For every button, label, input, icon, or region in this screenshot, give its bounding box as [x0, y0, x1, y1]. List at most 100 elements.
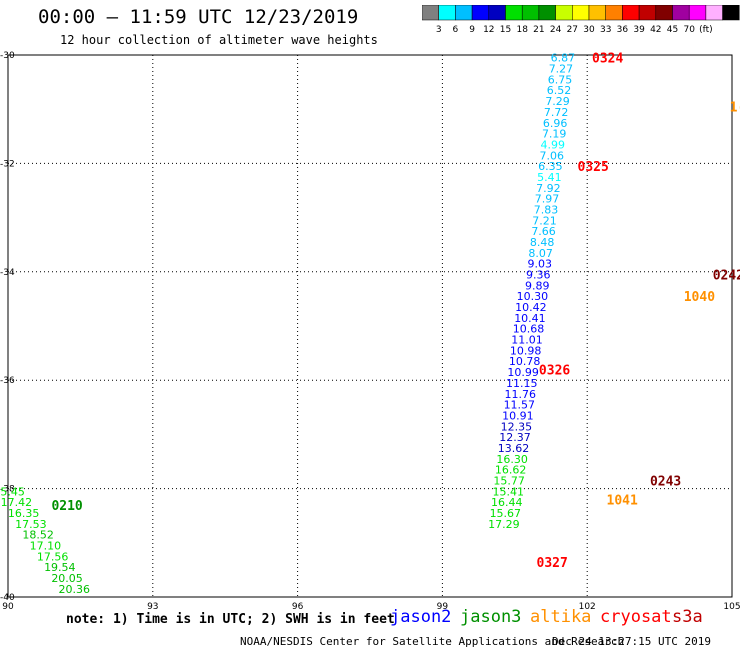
y-tick-label: -36	[0, 376, 15, 386]
wave-height-label: 13.62	[498, 442, 530, 455]
pass-id-label: 1041	[607, 493, 638, 508]
colorbar-label: 33	[600, 25, 611, 35]
pass-id-label: 0210	[51, 499, 82, 514]
pass-id-label: 0326	[539, 363, 570, 378]
wave-height-label: 5.41	[537, 171, 562, 184]
x-tick-label: 96	[292, 602, 304, 610]
wave-height-label: 17.29	[488, 518, 520, 531]
wave-height-label: 11.76	[505, 388, 537, 401]
wave-height-label: 16.44	[491, 496, 523, 509]
wave-height-label: 8.07	[528, 247, 553, 260]
wave-height-label: 7.06	[540, 149, 565, 162]
colorbar-label: 9	[469, 25, 475, 35]
legend-s3a: s3a	[672, 607, 703, 627]
color-scale-legend: 3 6 9 12 15 18 21 24 27 30 33 36 39 42 45 70 (ft)	[422, 5, 740, 35]
credit-line: NOAA/NESDIS Center for Satellite Applica…	[240, 635, 625, 648]
x-tick-label: 102	[579, 602, 596, 610]
colorbar-label: 24	[550, 25, 562, 35]
wave-height-label: 6.35	[538, 160, 563, 173]
colorbar-label: 3	[436, 25, 442, 35]
wave-height-label: 11.57	[504, 399, 536, 412]
x-tick-label: 93	[147, 602, 158, 610]
footnote: note: 1) Time is in UTC; 2) SWH is in fe…	[66, 612, 395, 627]
wave-height-label: 8.48	[530, 236, 555, 249]
colorbar-label: 70	[683, 25, 695, 35]
wave-height-label: 10.78	[509, 355, 541, 368]
wave-height-label: 7.72	[544, 106, 569, 119]
wave-height-label: 15.67	[490, 507, 522, 520]
wave-height-label: 7.29	[545, 95, 570, 108]
plot-frame	[7, 54, 733, 598]
wave-height-label: 6.52	[547, 84, 572, 97]
wave-height-label: 7.66	[531, 225, 556, 238]
wave-height-label: 10.99	[507, 366, 539, 379]
generated-timestamp: Dec 24 13:27:15 UTC 2019	[552, 635, 711, 648]
pass-id-label: 1(	[730, 100, 740, 115]
pass-id-label: 0327	[537, 556, 568, 571]
wave-height-label: 11.01	[511, 334, 543, 347]
colorbar-label: 18	[516, 25, 528, 35]
wave-height-label: 10.42	[515, 301, 547, 314]
wave-height-label: 20.05	[51, 572, 83, 585]
legend-cryosat: cryosat	[600, 607, 672, 627]
wave-height-label: 15.41	[492, 485, 524, 498]
colorbar-label: (ft)	[699, 25, 713, 35]
wave-height-label: 7.27	[549, 63, 574, 76]
pass-id-label: 0243	[650, 474, 681, 489]
wave-height-label: 12.35	[501, 420, 533, 433]
chart-title: 00:00 — 11:59 UTC 12/23/2019	[38, 6, 359, 28]
wave-height-label: 11.15	[506, 377, 538, 390]
colorbar-label: 30	[583, 25, 595, 35]
legend-jason2: jason2	[390, 607, 452, 627]
wave-height-label: 7.92	[536, 182, 561, 195]
wave-height-label: 10.91	[502, 409, 534, 422]
colorbar-label: 36	[617, 25, 629, 35]
wave-height-label: 6.75	[548, 73, 573, 86]
wave-height-label: 7.83	[534, 203, 559, 216]
wave-height-label: 7.19	[542, 128, 567, 141]
wave-height-label: 6.96	[543, 117, 568, 130]
plot-area: 90 93 96 99 102 105 -30 -32 -34 -36 -38 -40 6.877.27…	[0, 51, 740, 610]
wave-height-label: 17.53	[15, 518, 47, 531]
chart-subtitle: 12 hour collection of altimeter wave hei…	[60, 33, 378, 47]
wave-height-label: 12.37	[499, 431, 531, 444]
wave-height-label: 10.30	[517, 290, 549, 303]
legend-altika: altika	[530, 607, 592, 627]
wave-height-label: 15.45	[0, 485, 25, 498]
y-tick-label: -32	[0, 159, 15, 169]
wave-height-label: 4.99	[540, 138, 565, 151]
wave-height-label: 20.36	[59, 583, 91, 596]
colorbar-swatch	[722, 5, 740, 21]
wave-height-label: 16.30	[496, 453, 528, 466]
wave-height-label: 16.35	[8, 507, 40, 520]
wave-height-label: 10.41	[514, 312, 546, 325]
wave-height-label: 17.56	[37, 550, 69, 563]
wave-height-label: 10.68	[513, 323, 545, 336]
wave-height-label: 15.77	[493, 474, 525, 487]
pass-id-label: 0325	[578, 160, 609, 175]
y-tick-label: -38	[0, 485, 15, 495]
wave-height-label: 7.21	[532, 214, 557, 227]
y-tick-label: -40	[0, 593, 15, 603]
wave-height-label: 7.97	[535, 193, 560, 206]
pass-id-label: 0242	[713, 269, 740, 284]
colorbar-label: 45	[667, 25, 678, 35]
wave-height-label: 19.54	[44, 561, 76, 574]
y-tick-label: -34	[0, 268, 15, 278]
wave-height-label: 17.42	[1, 496, 33, 509]
colorbar-label: 15	[500, 25, 511, 35]
x-tick-label: 90	[2, 602, 14, 610]
x-tick-label: 105	[723, 602, 740, 610]
colorbar-label: 39	[633, 25, 645, 35]
wave-height-label: 6.87	[551, 52, 576, 65]
y-tick-label: -30	[0, 51, 15, 61]
colorbar-label: 6	[453, 25, 459, 35]
pass-id-label: 1040	[684, 290, 715, 305]
wave-height-label: 18.52	[22, 529, 54, 542]
colorbar-label: 21	[533, 25, 544, 35]
wave-height-label: 16.62	[495, 464, 527, 477]
x-tick-label: 99	[437, 602, 449, 610]
wave-height-label: 10.98	[510, 344, 542, 357]
wave-height-label: 17.10	[30, 540, 62, 553]
wave-height-label: 9.89	[525, 279, 550, 292]
